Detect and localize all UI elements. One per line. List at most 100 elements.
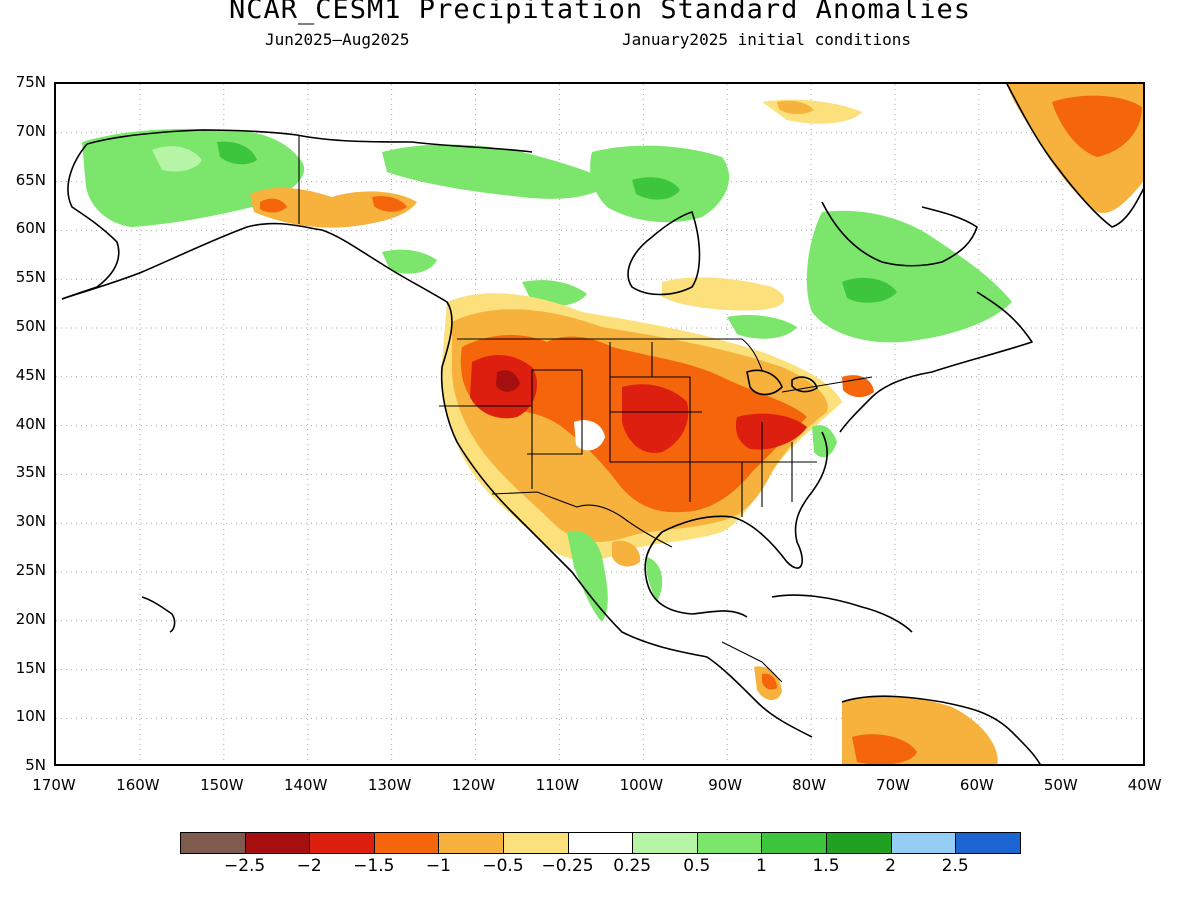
- anomaly-region-bc-wet: [382, 249, 437, 274]
- coastline-atlantic: [839, 291, 1033, 433]
- legend-label: 2: [885, 856, 896, 876]
- border-us-mexico: [491, 491, 673, 548]
- legend-swatch: [567, 832, 634, 854]
- legend-swatch: [180, 832, 246, 854]
- legend-label: 0.25: [613, 856, 652, 876]
- coastline-alaska-north: [86, 129, 533, 153]
- legend-swatch: [438, 832, 504, 854]
- anomaly-region-nicaragua-dry-core: [762, 673, 777, 690]
- lon-label: 50W: [1043, 776, 1078, 794]
- lon-label: 110W: [535, 776, 580, 794]
- coastline-hawaii: [141, 596, 176, 633]
- anomaly-region-maine-dry: [842, 375, 874, 398]
- legend-label: −0.5: [482, 856, 524, 876]
- coastline-hudson-bay: [627, 211, 701, 296]
- lon-label: 40W: [1127, 776, 1162, 794]
- legend-label: 1: [755, 856, 767, 876]
- legend-label: −0.25: [541, 856, 594, 876]
- anomaly-shading: [82, 84, 1143, 764]
- anomaly-region-southwest-dry: [520, 450, 589, 513]
- coastline-south-america: [841, 695, 1041, 764]
- lon-label: 160W: [116, 776, 160, 794]
- lat-label: 40N: [15, 414, 46, 433]
- lat-label: 5N: [25, 756, 46, 775]
- legend-swatch: [503, 832, 569, 854]
- anomaly-region-alaska-wet-strong: [217, 141, 257, 165]
- anomaly-map: [56, 84, 1143, 764]
- lat-label: 10N: [15, 707, 46, 726]
- lon-label: 60W: [959, 776, 994, 794]
- lat-label: 30N: [15, 512, 46, 531]
- anomaly-region-quebec-wet-strong: [842, 277, 897, 303]
- border-state-central: [609, 342, 702, 502]
- anomaly-region-ohio-dry-core: [735, 413, 807, 450]
- legend-swatch: [761, 832, 827, 854]
- legend-label: 0.5: [683, 856, 711, 876]
- coastline-greenland: [1006, 84, 1143, 228]
- lon-label: 80W: [792, 776, 827, 794]
- anomaly-region-ontario-dry: [662, 277, 785, 311]
- map-panel: [54, 82, 1145, 766]
- legend-label: −2.5: [223, 856, 266, 876]
- lat-label: 15N: [15, 658, 46, 677]
- border-state-west: [439, 369, 583, 489]
- initial-conditions: January2025 initial conditions: [622, 30, 911, 49]
- anomaly-region-mexico-dry: [612, 540, 641, 567]
- lat-label: 25N: [15, 561, 46, 579]
- lon-label: 90W: [708, 776, 743, 794]
- legend-label: −2: [296, 856, 322, 876]
- anomaly-region-west-dry-peak: [496, 370, 520, 392]
- anomaly-region-greenland-dry-core: [1052, 95, 1142, 157]
- map-title: NCAR_CESM1 Precipitation Standard Anomal…: [229, 0, 971, 25]
- border-central-america: [721, 641, 783, 683]
- anomaly-region-venezuela-dry-core: [852, 734, 917, 764]
- lon-label: 100W: [619, 776, 664, 794]
- legend-label: 1.5: [812, 856, 840, 876]
- coastline-alaska-west: [61, 143, 120, 300]
- legend-swatch: [696, 832, 763, 854]
- lat-label: 65N: [15, 170, 46, 189]
- coastline-labrador: [821, 201, 978, 267]
- lon-label: 130W: [367, 776, 412, 794]
- legend-swatch: [244, 832, 311, 854]
- lat-label: 75N: [15, 73, 46, 91]
- anomaly-region-ontario-wet: [727, 315, 797, 339]
- legend-swatch: [826, 832, 892, 854]
- coastline-gulf-of-mexico: [644, 431, 828, 618]
- anomaly-region-plains-dry-core: [622, 384, 689, 453]
- anomaly-region-baffin-dry-core: [777, 100, 814, 115]
- border-us-canada: [457, 338, 873, 393]
- lat-label: 55N: [15, 268, 46, 287]
- anomaly-region-arctic-wet: [382, 144, 612, 199]
- lon-label: 70W: [876, 776, 910, 794]
- anomaly-region-alaska-wet-light: [152, 146, 202, 172]
- legend-label: 2.5: [941, 856, 969, 876]
- anomaly-region-mexico-wet: [567, 530, 608, 622]
- anomaly-region-yucatan-wet: [646, 557, 663, 602]
- lon-label: 140W: [283, 776, 328, 794]
- legend-label: −1.5: [353, 856, 395, 876]
- lat-label: 45N: [15, 365, 46, 384]
- legend-swatch: [955, 832, 1021, 854]
- lon-label: 170W: [32, 776, 76, 794]
- legend-swatch: [632, 832, 698, 854]
- political-boundaries: [298, 135, 873, 683]
- anomaly-region-east-coast-wet: [812, 425, 837, 458]
- forecast-period: Jun2025—Aug2025: [265, 30, 410, 49]
- anomaly-region-canada-east-wet: [806, 210, 1012, 343]
- legend-swatch: [309, 832, 375, 854]
- lon-label: 120W: [451, 776, 496, 794]
- anomaly-region-yukon-dry-core: [260, 196, 407, 213]
- legend-swatch: [373, 832, 440, 854]
- coastline-great-lakes: [746, 369, 818, 396]
- lat-label: 35N: [15, 463, 46, 482]
- lat-label: 50N: [15, 317, 46, 335]
- anomaly-region-hudson-wet-strong: [632, 177, 680, 200]
- lat-label: 70N: [15, 121, 46, 140]
- border-state-south: [690, 422, 817, 517]
- legend-swatch: [890, 832, 957, 854]
- lat-label: 20N: [15, 609, 46, 628]
- lon-label: 150W: [200, 776, 244, 794]
- lat-label: 60N: [15, 219, 46, 238]
- coastline-cuba: [771, 594, 913, 633]
